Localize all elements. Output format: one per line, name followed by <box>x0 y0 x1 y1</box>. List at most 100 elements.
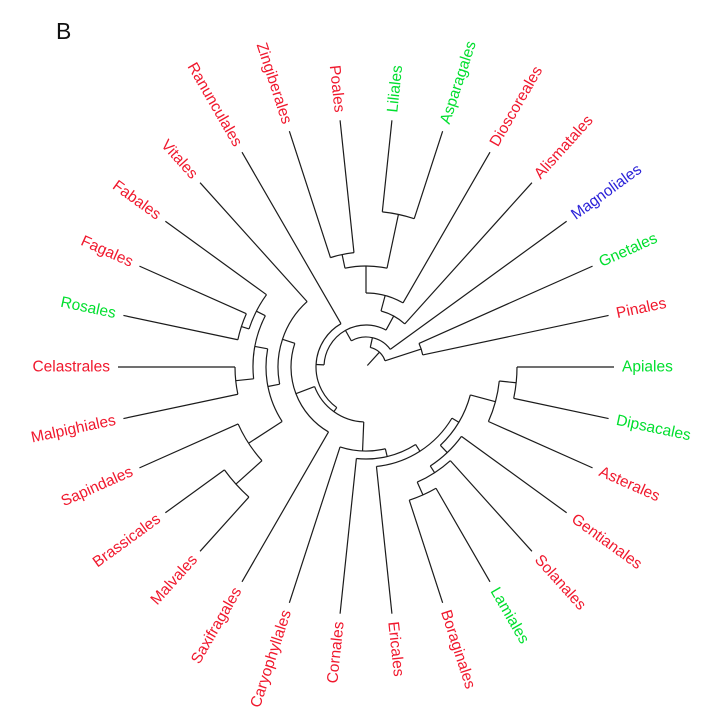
taxon-label-malpighiales: Malpighiales <box>30 412 118 447</box>
taxon-label-magnoliales: Magnoliales <box>568 161 645 224</box>
taxon-label-caryophyllales: Caryophyllales <box>247 608 295 710</box>
branch-brassicales <box>165 469 225 514</box>
branch-zingiberales <box>288 130 332 258</box>
branch-internal <box>439 444 448 454</box>
clade-arc <box>339 446 386 452</box>
branch-boraginales <box>408 499 444 604</box>
branch-internal <box>254 345 268 350</box>
clade-arc <box>418 343 424 356</box>
clade-arc <box>365 292 404 304</box>
branch-internal <box>384 348 422 362</box>
branch-pinales <box>422 314 609 356</box>
branch-fagales <box>139 265 247 315</box>
branch-internal <box>341 254 346 269</box>
taxon-label-asparagales: Asparagales <box>437 39 480 126</box>
clade-arc <box>417 460 451 483</box>
branch-malpighiales <box>123 393 238 420</box>
branch-sapindales <box>139 423 239 469</box>
branch-internal <box>235 378 254 382</box>
branch-internal <box>451 417 460 423</box>
branch-asparagales <box>413 130 444 219</box>
clade-arc <box>277 301 308 385</box>
branch-internal <box>361 421 365 451</box>
taxon-label-ranunculales: Ranunculales <box>184 60 246 150</box>
tree-branches <box>118 120 614 614</box>
branch-internal <box>369 337 373 348</box>
taxon-label-dipsacales: Dipsacales <box>615 412 693 444</box>
branch-internal <box>241 325 250 330</box>
taxon-label-sapindales: Sapindales <box>59 463 136 510</box>
branch-gentianales <box>461 435 567 514</box>
branch-dioscoreales <box>402 151 491 304</box>
taxon-label-ericales: Ericales <box>384 621 407 678</box>
taxon-label-gentianales: Gentianales <box>568 511 645 574</box>
branch-solanales <box>449 460 533 552</box>
branch-saxifragales <box>241 431 330 583</box>
clade-arc <box>487 380 500 422</box>
clade-arc <box>429 436 462 467</box>
clade-arc <box>351 336 391 350</box>
taxon-labels: Apiales Pinales Gnetales MagnolialesAlismat… <box>30 39 693 710</box>
clade-arc <box>237 423 263 462</box>
clade-arc <box>314 386 364 423</box>
branch-cornales <box>339 458 357 614</box>
taxon-label-apiales: Apiales <box>622 359 673 376</box>
taxon-label-dioscoreales: Dioscoreales <box>487 63 547 149</box>
taxon-label-solanales: Solanales <box>531 552 589 614</box>
taxon-label-saxifragales: Saxifragales <box>188 584 245 667</box>
clade-arc <box>356 443 416 460</box>
branch-internal <box>256 310 266 317</box>
branch-internal <box>385 315 395 331</box>
root-stub <box>366 351 380 366</box>
branch-internal <box>415 444 421 452</box>
taxon-label-malvales: Malvales <box>147 551 201 608</box>
branch-alismatales <box>404 182 533 325</box>
taxon-label-pinales: Pinales <box>615 295 669 322</box>
clade-arc <box>376 417 453 468</box>
taxon-label-rosales: Rosales <box>59 294 118 322</box>
branch-internal <box>267 383 280 388</box>
branch-internal <box>470 394 496 403</box>
branch-caryophyllales <box>288 446 341 604</box>
branch-internal <box>384 448 388 457</box>
taxon-label-celastrales: Celastrales <box>32 359 110 376</box>
clade-arc <box>265 348 283 422</box>
taxon-label-brassicales: Brassicales <box>90 510 164 570</box>
panel-label: B <box>56 18 72 44</box>
clade-arc <box>323 324 387 365</box>
branch-fabales <box>165 220 267 296</box>
branch-internal <box>499 380 517 384</box>
branch-internal <box>295 385 315 395</box>
clade-arc <box>380 310 406 325</box>
branch-internal <box>429 465 436 473</box>
branch-internal <box>235 460 263 485</box>
taxon-label-poales: Poales <box>326 64 348 113</box>
clade-arc <box>315 323 342 409</box>
branch-internal <box>344 330 352 342</box>
taxon-label-liliales: Liliales <box>384 64 406 113</box>
branch-internal <box>380 295 386 312</box>
clade-arc <box>252 315 266 379</box>
clade-arc <box>344 265 388 269</box>
clade-arc <box>248 294 267 330</box>
branch-internal <box>386 214 400 269</box>
taxon-label-boraginales: Boraginales <box>437 608 479 691</box>
branch-dipsacales <box>513 397 609 420</box>
clade-arc <box>439 394 471 446</box>
branch-lamiales <box>435 487 491 583</box>
taxon-label-zingiberales: Zingiberales <box>253 41 295 127</box>
branch-ericales <box>375 466 393 614</box>
branch-malvales <box>199 496 250 552</box>
taxon-label-fabales: Fabales <box>109 177 164 223</box>
taxon-label-alismatales: Alismatales <box>531 112 597 182</box>
branch-ranunculales <box>241 151 342 325</box>
branch-magnoliales <box>389 220 567 350</box>
taxon-label-fagales: Fagales <box>78 233 136 271</box>
taxon-label-asterales: Asterales <box>596 463 662 505</box>
branch-vitales <box>199 182 308 303</box>
branch-internal <box>248 420 283 444</box>
taxon-label-gnetales: Gnetales <box>596 230 660 271</box>
taxon-label-lamiales: Lamiales <box>487 584 533 646</box>
